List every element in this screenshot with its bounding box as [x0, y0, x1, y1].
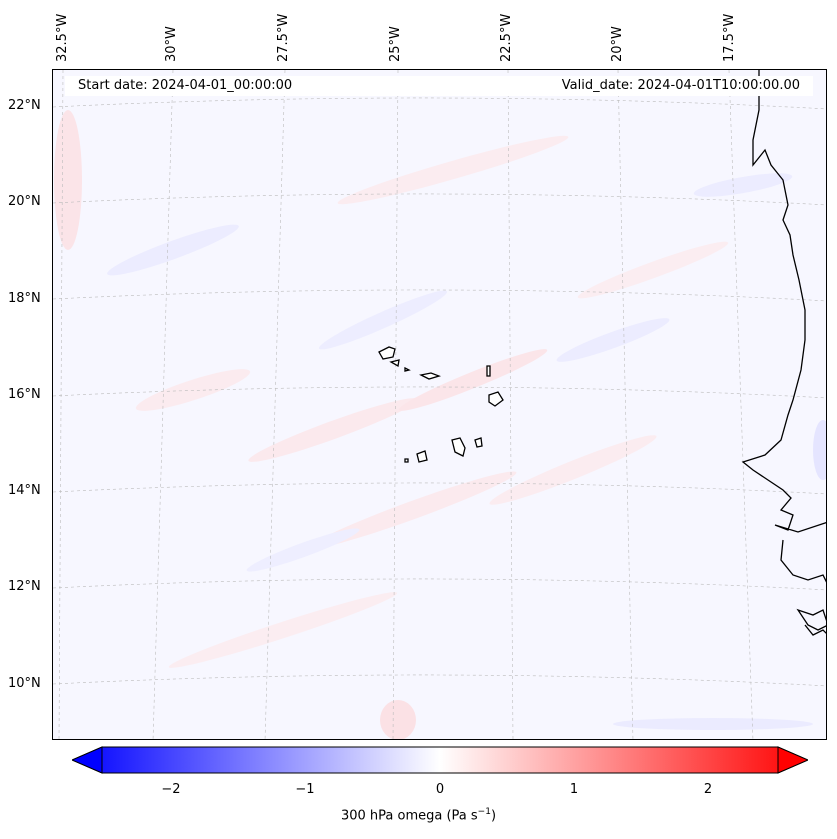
- colorbar-tick-2: 2: [703, 782, 713, 797]
- coastline: [741, 70, 826, 636]
- date-header-strip: [65, 76, 813, 96]
- lat-label-22n: 22°N: [8, 98, 41, 113]
- lat-label-16n: 16°N: [8, 387, 41, 402]
- valid-date-label: Valid_date: 2024-04-01T10:00:00.00: [561, 78, 800, 93]
- graticule: [53, 70, 826, 739]
- colorbar-label-text: 300 hPa omega (Pa s: [340, 808, 478, 824]
- lat-label-10n: 10°N: [8, 676, 41, 691]
- lon-label-17-5w: 17.5°W: [722, 13, 737, 62]
- colorbar-tick-0: 0: [435, 782, 445, 797]
- colorbar-tick-minus-1: −1: [295, 782, 315, 797]
- colorbar-tick-minus-2: −2: [161, 782, 181, 797]
- lon-label-22-5w: 22.5°W: [499, 13, 514, 62]
- lat-label-12n: 12°N: [8, 579, 41, 594]
- colorbar-label-end: ): [490, 808, 497, 824]
- lat-label-20n: 20°N: [8, 194, 41, 209]
- lon-label-30w: 30°W: [164, 26, 179, 62]
- lon-label-20w: 20°W: [610, 26, 625, 62]
- colorbar-tick-1: 1: [569, 782, 579, 797]
- lon-label-32-5w: 32.5°W: [55, 13, 70, 62]
- colorbar-label: 300 hPa omega (Pa s−1): [0, 807, 837, 823]
- lat-label-14n: 14°N: [8, 483, 41, 498]
- lon-label-27-5w: 27.5°W: [276, 13, 291, 62]
- lat-label-18n: 18°N: [8, 291, 41, 306]
- lon-label-25w: 25°W: [388, 26, 403, 62]
- start-date-label: Start date: 2024-04-01_00:00:00: [78, 78, 293, 93]
- cape-verde-islands: [378, 346, 504, 463]
- map-panel: [52, 69, 827, 740]
- colorbar-label-exponent: −1: [477, 807, 491, 817]
- colorbar: [72, 746, 808, 774]
- omega-field: [53, 70, 826, 739]
